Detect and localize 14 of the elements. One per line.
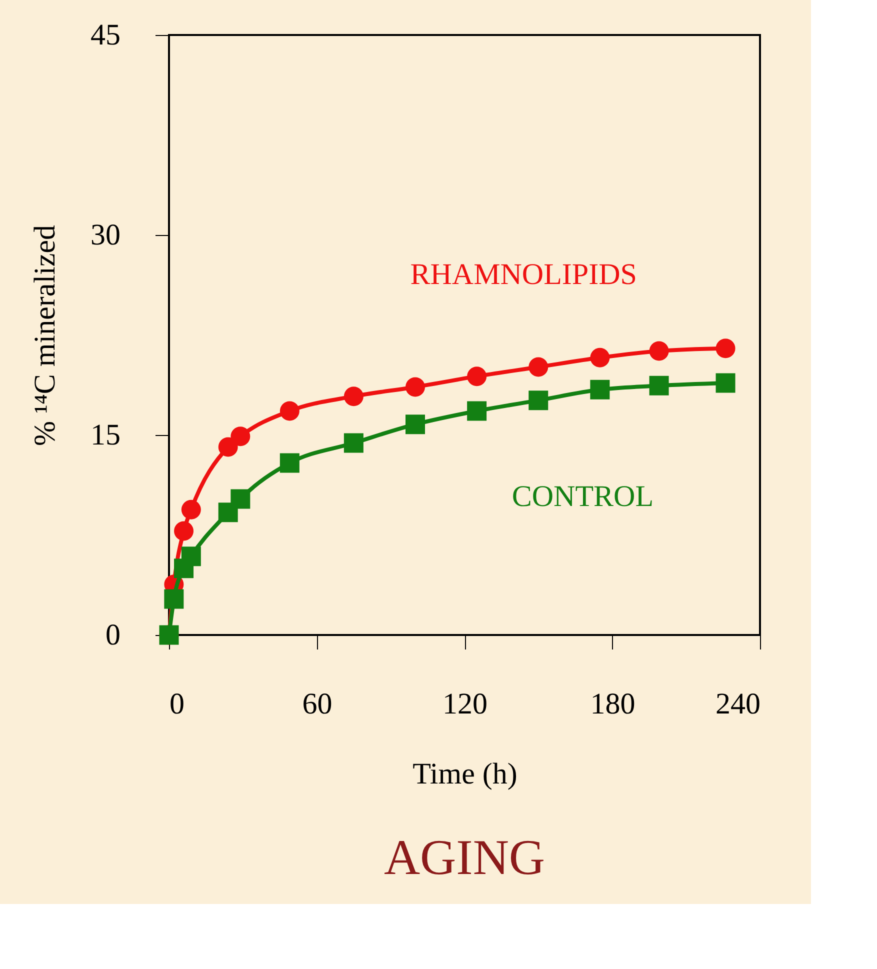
y-axis-title: % ¹⁴C mineralized — [28, 224, 62, 446]
text: CONTROL — [512, 480, 654, 513]
x-tick-label: 180 — [590, 688, 636, 720]
x-axis-title: Time (h) — [412, 758, 518, 790]
x-tick-label: 120 — [442, 688, 488, 720]
y-tick-label: 30 — [90, 218, 120, 252]
x-tick-label: 240 — [716, 688, 760, 720]
x-tick-label: 0 — [170, 688, 184, 720]
y-tick-label: 0 — [106, 618, 120, 652]
text: AGING — [384, 829, 546, 885]
y-tick-label: 45 — [90, 18, 120, 52]
y-tick-label: 15 — [90, 418, 120, 452]
series-label: RHAMNOLIPIDS — [410, 258, 637, 291]
x-tick-label: 60 — [302, 688, 332, 720]
